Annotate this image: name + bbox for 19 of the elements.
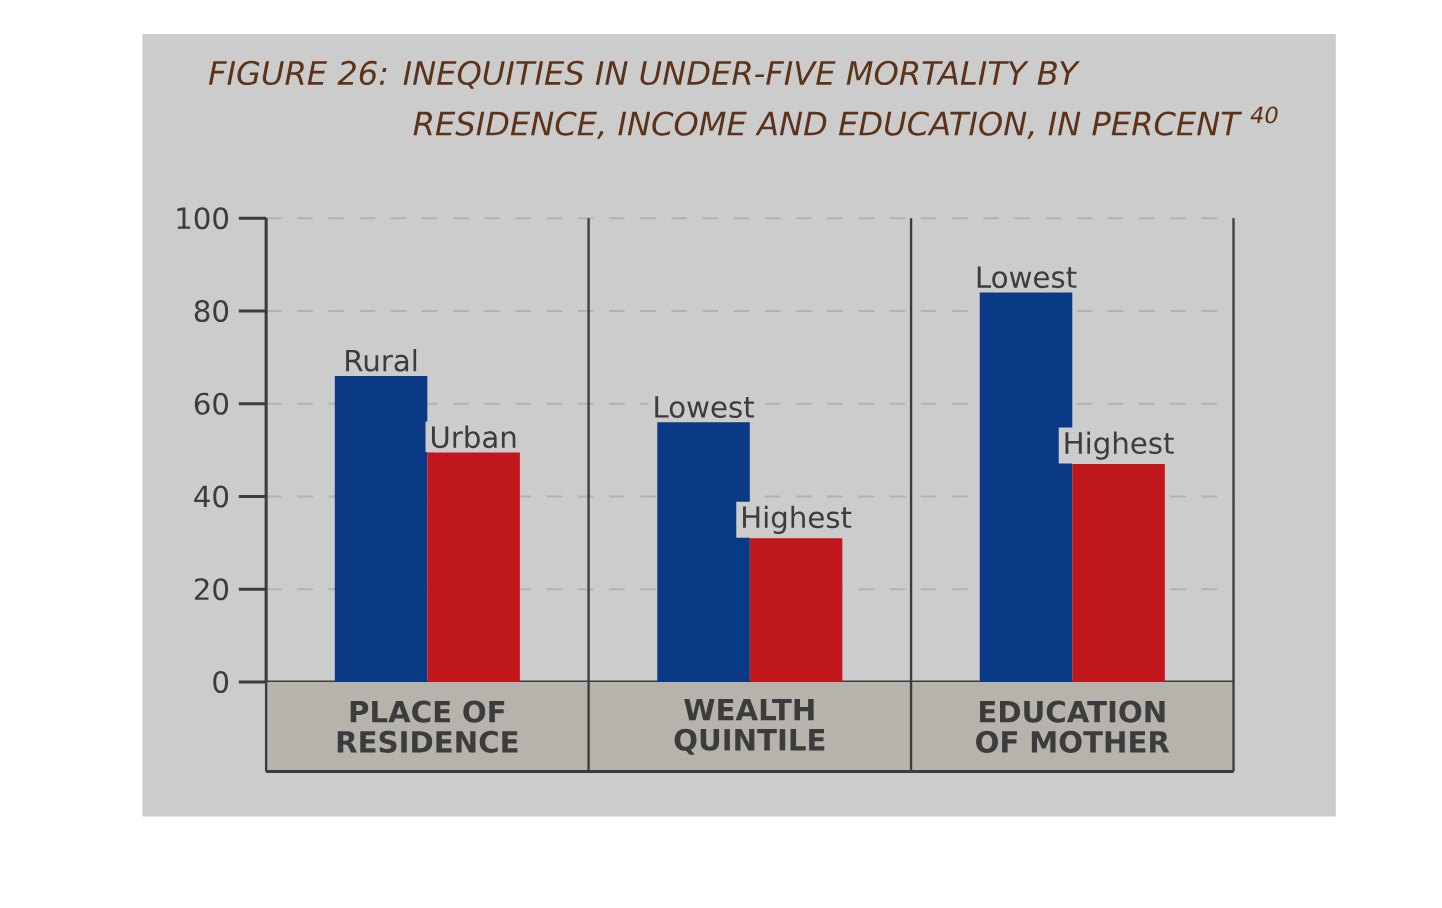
annotation: Lowest (977, 266, 1077, 289)
bar (749, 538, 843, 682)
x-tick-label: PLACE OF RESIDENCE (337, 700, 518, 753)
y-tick-label: 20 (194, 578, 229, 601)
bar (427, 452, 520, 682)
bar (1072, 464, 1165, 682)
x-tick-label: EDUCATION OF MOTHER (976, 700, 1170, 753)
y-tick-label: 0 (213, 670, 229, 694)
y-tick-label: 80 (194, 299, 229, 323)
chart-title: FIGURE 26: INEQUITIES IN UNDER-FIVE MORTALITY BY RESIDENCE, INCOME AND EDUCATION, IN PERCENT $^{40}$ (208, 60, 1278, 140)
y-tick-label: 100 (177, 207, 229, 230)
annotation: Rural (346, 349, 417, 372)
annotation: Highest (743, 505, 852, 534)
y-tick-label: 40 (194, 485, 229, 508)
annotation: Highest (1065, 431, 1174, 460)
annotation: Lowest (655, 396, 754, 418)
x-tick-label: WEALTH QUINTILE (674, 698, 825, 755)
y-tick-label: 60 (194, 392, 229, 415)
annotation: Urban (431, 425, 516, 449)
